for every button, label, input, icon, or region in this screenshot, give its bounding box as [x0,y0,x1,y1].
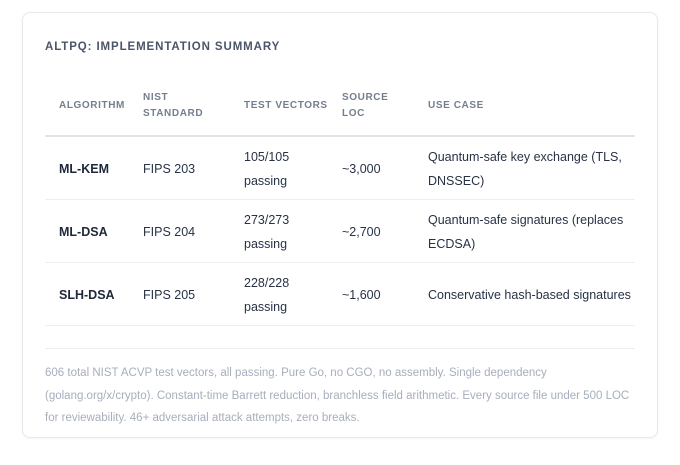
cell-test-vectors: 228/228 passing [230,262,328,326]
cell-use-case: Quantum-safe signatures (replaces ECDSA) [414,199,635,263]
footnote: 606 total NIST ACVP test vectors, all pa… [45,348,635,430]
cell-algorithm: ML-KEM [45,136,129,200]
column-header-label: TEST VECTORS [244,99,328,111]
table-row: SLH-DSA FIPS 205 228/228 passing ~1,600 … [45,262,635,326]
table-row: ML-DSA FIPS 204 273/273 passing ~2,700 Q… [45,199,635,263]
cell-nist-standard: FIPS 204 [129,199,230,263]
cell-use-case: Quantum-safe key exchange (TLS, DNSSEC) [414,136,635,200]
summary-card: ALTPQ: IMPLEMENTATION SUMMARY ALGORITHM … [22,12,658,438]
cell-algorithm: SLH-DSA [45,262,129,326]
table-header-row: ALGORITHM NIST STANDARD TEST VECTORS SOU… [45,90,635,137]
table-body: ML-KEM FIPS 203 105/105 passing ~3,000 Q… [45,136,635,326]
column-header-use-case: USE CASE [414,90,635,137]
implementation-table: ALGORITHM NIST STANDARD TEST VECTORS SOU… [45,90,635,326]
column-header-label: NIST STANDARD [143,92,204,119]
cell-source-loc: ~2,700 [328,199,414,263]
column-header-label: ALGORITHM [59,99,125,111]
card-title: ALTPQ: IMPLEMENTATION SUMMARY [45,41,281,53]
column-header-nist-standard: NIST STANDARD [129,90,230,137]
column-header-source-loc: SOURCE LOC [328,90,414,137]
cell-algorithm: ML-DSA [45,199,129,263]
cell-test-vectors: 273/273 passing [230,199,328,263]
column-header-algorithm: ALGORITHM [45,90,129,137]
column-header-label: SOURCE LOC [342,92,389,119]
column-header-label: USE CASE [428,99,484,111]
cell-use-case: Conservative hash-based signatures [414,262,635,326]
column-header-test-vectors: TEST VECTORS [230,90,328,137]
cell-nist-standard: FIPS 203 [129,136,230,200]
cell-source-loc: ~3,000 [328,136,414,200]
page: { "card": { "title": "ALTPQ: IMPLEMENTAT… [0,12,680,465]
cell-source-loc: ~1,600 [328,262,414,326]
table-row: ML-KEM FIPS 203 105/105 passing ~3,000 Q… [45,136,635,200]
cell-test-vectors: 105/105 passing [230,136,328,200]
cell-nist-standard: FIPS 205 [129,262,230,326]
